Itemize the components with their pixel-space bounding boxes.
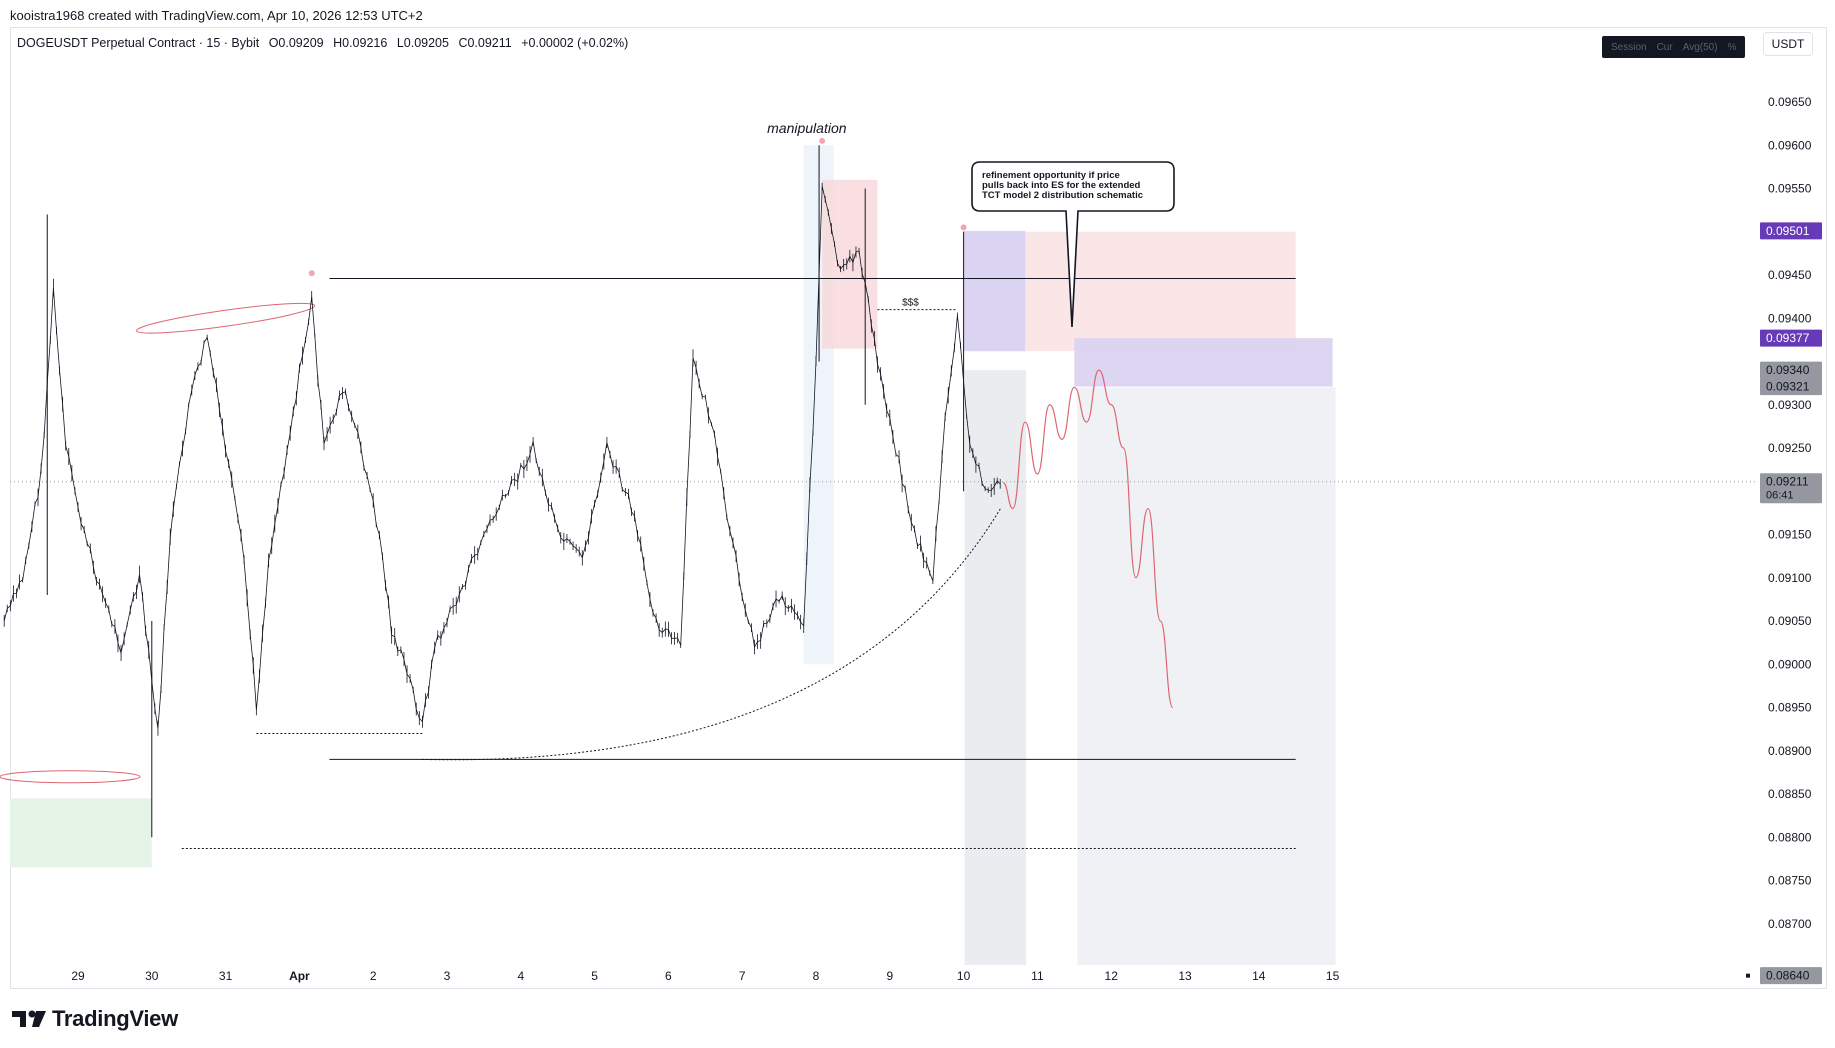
scale-toggle-session[interactable]: Session — [1611, 41, 1647, 53]
currency-button[interactable]: USDT — [1763, 32, 1813, 56]
scale-toggle-average[interactable]: Avg(50) — [1682, 41, 1718, 53]
ohlc-change: +0.00002 (+0.02%) — [521, 36, 629, 50]
ohlc-close: C0.09211 — [458, 36, 512, 50]
tradingview-logo: TradingView — [12, 1006, 178, 1032]
ohlc-high: H0.09216 — [333, 36, 388, 50]
scale-toggle-currency[interactable]: Cur — [1656, 41, 1673, 53]
ohlc-open: O0.09209 — [268, 36, 324, 50]
tradingview-logo-text: TradingView — [52, 1006, 178, 1031]
scale-toggle-percent[interactable]: % — [1727, 41, 1737, 53]
symbol-legend: DOGEUSDT Perpetual Contract · 15 · Bybit… — [17, 36, 634, 50]
symbol-name[interactable]: DOGEUSDT Perpetual Contract · 15 · Bybit — [17, 36, 260, 50]
tradingview-logo-icon — [12, 1010, 46, 1027]
chart-frame — [10, 27, 1827, 989]
chart-credit: kooistra1968 created with TradingView.co… — [10, 8, 423, 23]
ohlc-low: L0.09205 — [396, 36, 449, 50]
scale-toggle-bar: Session Cur Avg(50) % — [1602, 36, 1746, 58]
